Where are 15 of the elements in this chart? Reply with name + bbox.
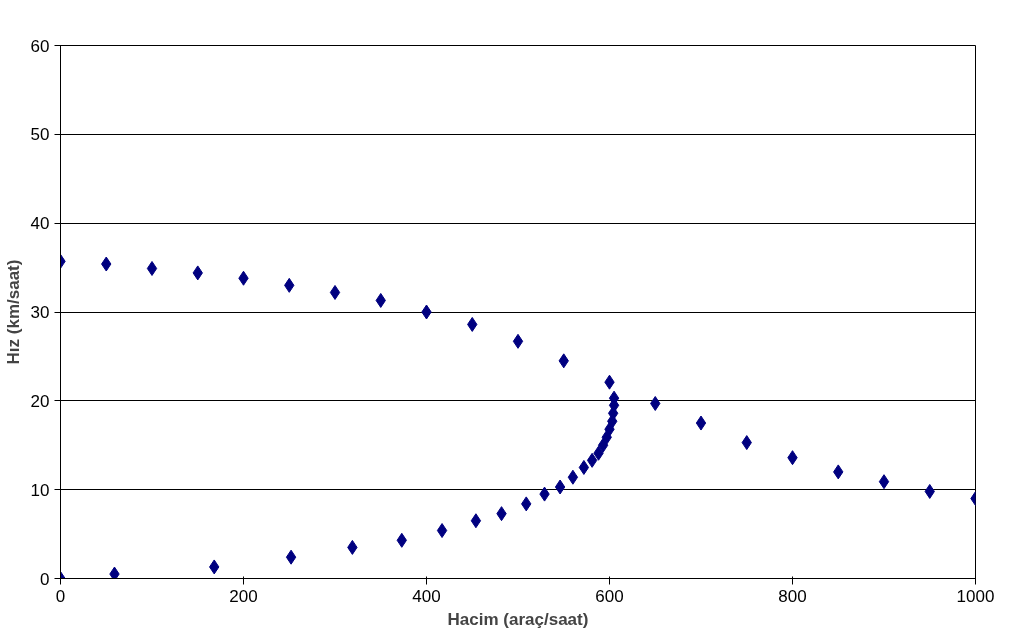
y-tick-label: 30: [30, 303, 50, 322]
y-tick-label: 60: [30, 36, 50, 56]
y-tick-label: 50: [30, 125, 50, 145]
x-tick-label: 1000: [956, 586, 995, 606]
y-axis-title: Hız (km/saat): [3, 259, 23, 365]
x-tick-label: 800: [778, 586, 807, 606]
y-tick-label: 20: [30, 391, 50, 411]
x-tick-label: 600: [595, 586, 624, 606]
x-axis-title: Hacim (araç/saat): [447, 609, 589, 629]
x-tick-label: 200: [229, 586, 258, 606]
y-tick-label: 10: [30, 480, 50, 500]
y-tick-label: 40: [30, 214, 50, 234]
y-tick-label: 0: [40, 569, 50, 589]
x-tick-label: 400: [412, 586, 441, 606]
x-tick-label: 0: [55, 586, 66, 606]
